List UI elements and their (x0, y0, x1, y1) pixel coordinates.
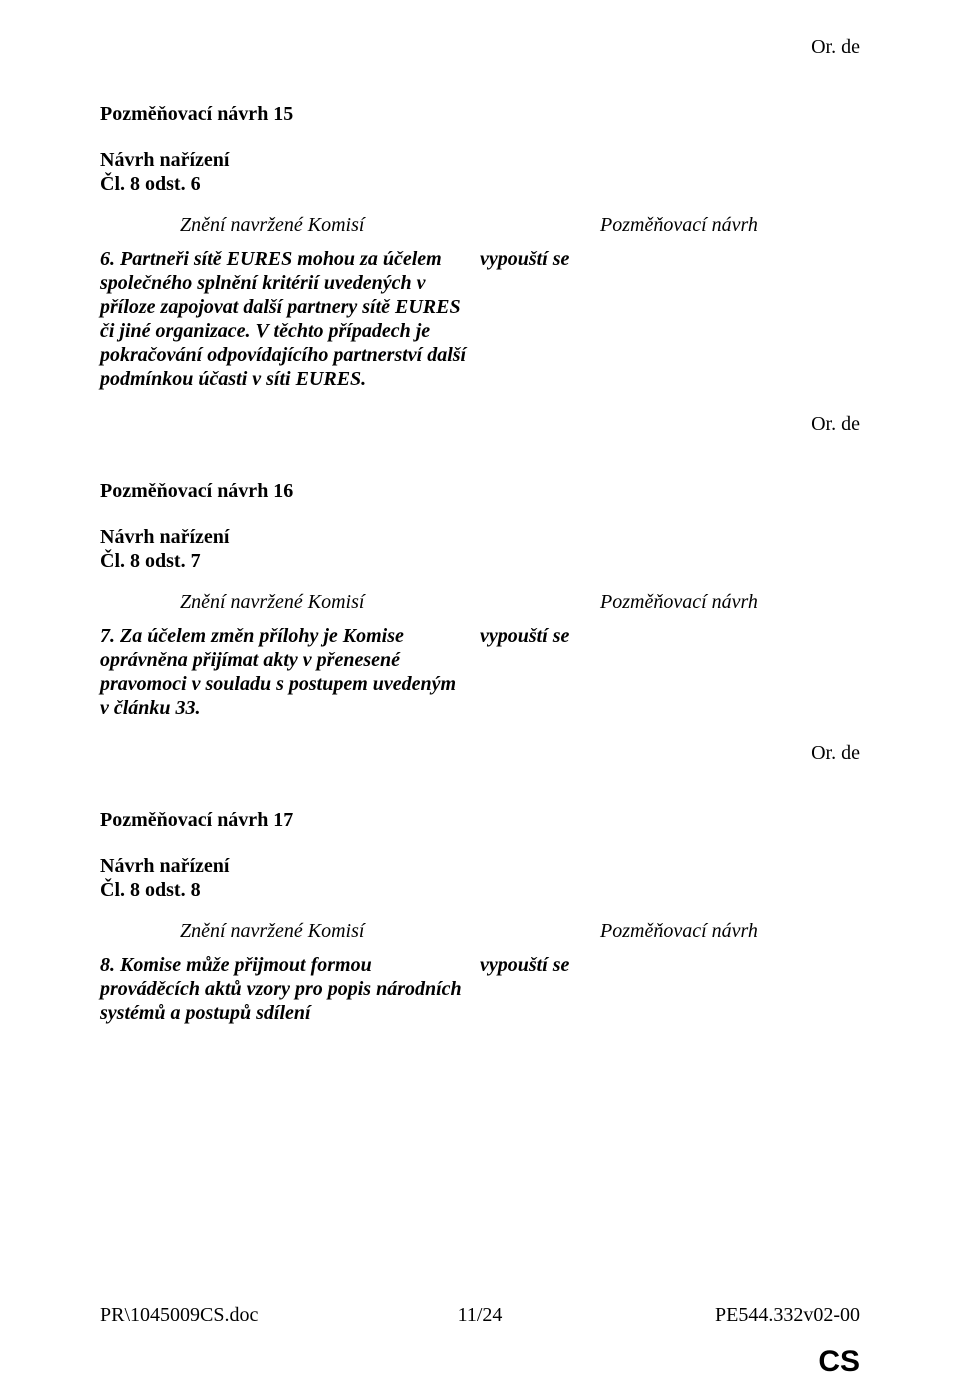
subhead-left: Znění navržené Komisí (100, 920, 480, 943)
language-code: CS (818, 1345, 860, 1379)
proposal-line2: Čl. 8 odst. 7 (100, 550, 201, 572)
amendment-body-row: 7. Za účelem změn přílohy je Komise oprá… (100, 624, 860, 720)
proposal-line1: Návrh nařízení (100, 526, 229, 548)
proposal-line2: Čl. 8 odst. 6 (100, 173, 201, 195)
or-de: Or. de (100, 413, 860, 436)
amendment-title: Pozměňovací návrh 16 (100, 480, 860, 503)
amendment-text: vypouští se (480, 624, 860, 720)
amendment-title: Pozměňovací návrh 15 (100, 103, 860, 126)
subhead-right: Pozměňovací návrh (480, 214, 860, 237)
commission-text: 8. Komise může přijmout formou prováděcí… (100, 953, 480, 1025)
subhead-row: Znění navržené Komisí Pozměňovací návrh (100, 591, 860, 614)
subhead-right: Pozměňovací návrh (480, 920, 860, 943)
subhead-left: Znění navržené Komisí (100, 214, 480, 237)
proposal-heading: Návrh nařízení Čl. 8 odst. 7 (100, 525, 860, 573)
subhead-left: Znění navržené Komisí (100, 591, 480, 614)
footer: PR\1045009CS.doc 11/24 PE544.332v02-00 (100, 1304, 860, 1327)
top-or-de: Or. de (100, 36, 860, 59)
subhead-row: Znění navržené Komisí Pozměňovací návrh (100, 214, 860, 237)
proposal-line1: Návrh nařízení (100, 855, 229, 877)
proposal-line2: Čl. 8 odst. 8 (100, 879, 201, 901)
amendment-body-row: 8. Komise může přijmout formou prováděcí… (100, 953, 860, 1025)
commission-text: 6. Partneři sítě EURES mohou za účelem s… (100, 247, 480, 391)
amendment-title: Pozměňovací návrh 17 (100, 809, 860, 832)
subhead-right: Pozměňovací návrh (480, 591, 860, 614)
amendment-text: vypouští se (480, 247, 860, 391)
subhead-row: Znění navržené Komisí Pozměňovací návrh (100, 920, 860, 943)
page: Or. de Pozměňovací návrh 15 Návrh naříze… (0, 0, 960, 1397)
footer-center: 11/24 (100, 1304, 860, 1327)
commission-text: 7. Za účelem změn přílohy je Komise oprá… (100, 624, 480, 720)
amendment-text: vypouští se (480, 953, 860, 1025)
proposal-heading: Návrh nařízení Čl. 8 odst. 6 (100, 148, 860, 196)
proposal-heading: Návrh nařízení Čl. 8 odst. 8 (100, 854, 860, 902)
proposal-line1: Návrh nařízení (100, 149, 229, 171)
or-de: Or. de (100, 742, 860, 765)
amendment-body-row: 6. Partneři sítě EURES mohou za účelem s… (100, 247, 860, 391)
